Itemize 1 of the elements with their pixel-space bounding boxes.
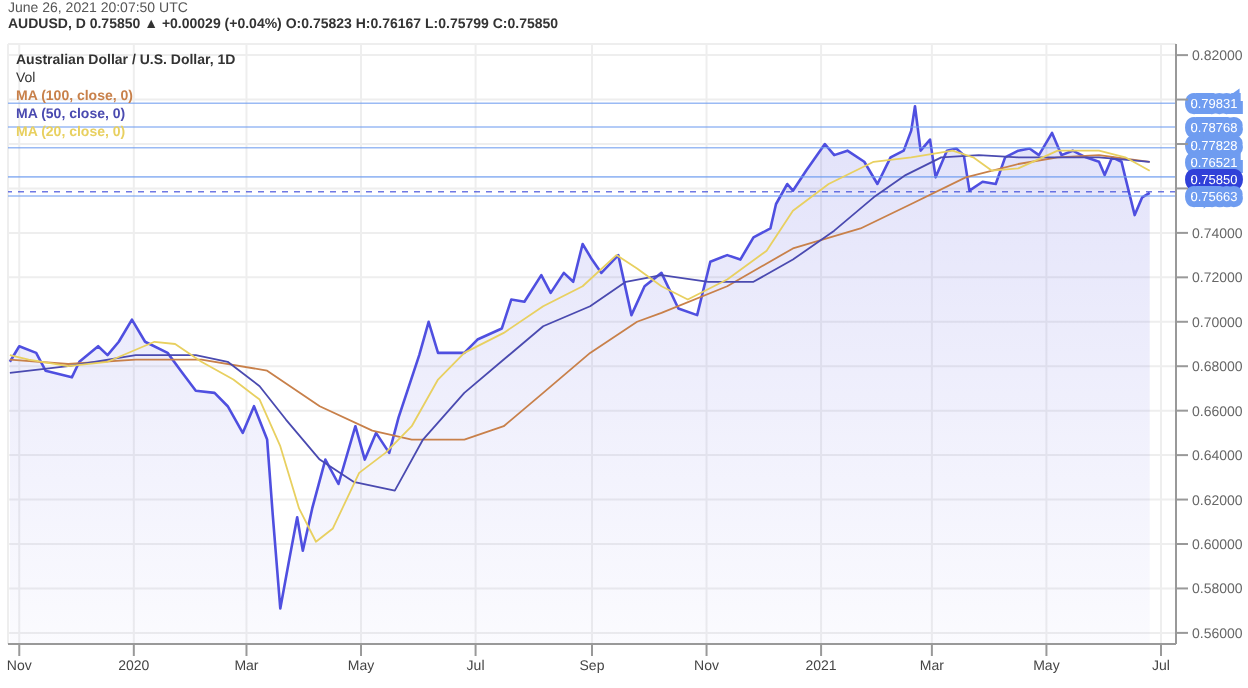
line-series [8,154,1151,441]
